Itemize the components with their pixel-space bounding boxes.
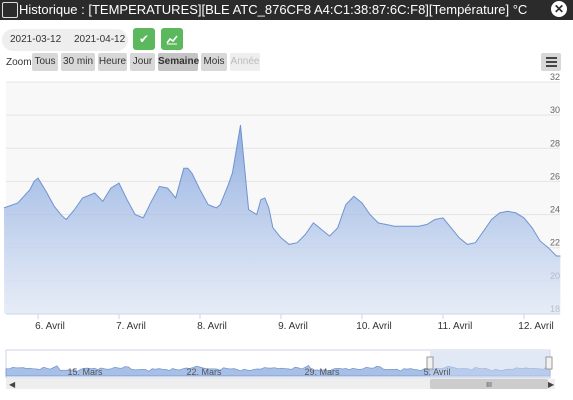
x-tick-label: 10. Avril [356,321,391,332]
series-area [4,125,561,314]
navigator-left-handle[interactable] [426,356,434,370]
zoom-month-button[interactable]: Mois [201,53,227,71]
scroll-left-icon[interactable]: ◀ [9,380,16,389]
date-range: 2021-03-12 2021-04-12 [2,29,128,51]
end-date-input[interactable]: 2021-04-12 [74,34,126,45]
y-tick-label: 28 [550,138,560,148]
scrollbar[interactable]: III ◀ ▶ [6,379,555,389]
zoom-hour-button[interactable]: Heure [98,53,127,71]
y-tick-label: 30 [550,105,560,115]
zoom-all-button[interactable]: Tous [32,53,58,71]
x-tick-label: 7. Avril [116,321,146,332]
scrollbar-thumb[interactable] [430,379,548,389]
x-tick-label: 12. Avril [518,321,553,332]
window-titlebar: Historique : [TEMPERATURES][BLE ATC_876C… [0,0,573,20]
validate-button[interactable]: ✔ [133,28,155,50]
y-tick-label: 32 [550,72,560,82]
navigator-selection[interactable] [430,351,550,378]
x-tick-label: 6. Avril [35,321,65,332]
window-title: Historique : [TEMPERATURES][BLE ATC_876C… [19,2,528,17]
zoom-day-button[interactable]: Jour [130,53,155,71]
navigator[interactable]: 15. Mars 22. Mars 29. Mars 5. Avril [5,349,553,379]
zoom-label: Zoom [6,57,32,68]
y-tick-label: 26 [550,171,560,181]
x-tick-label: 8. Avril [197,321,227,332]
navigator-label: 22. Mars [186,367,222,377]
zoom-week-button[interactable]: Semaine [158,53,199,71]
navigator-label: 15. Mars [67,367,103,377]
x-tick-label: 9. Avril [278,321,308,332]
close-icon[interactable]: ✕ [551,1,567,17]
zoom-year-button: Année [230,53,260,71]
y-tick-label: 22 [550,238,560,248]
chart-icon [166,35,178,45]
navigator-right-handle[interactable] [545,356,553,370]
navigator-label: 5. Avril [424,367,451,377]
chart-type-button[interactable] [161,28,183,50]
check-icon: ✔ [138,32,150,46]
scroll-right-icon[interactable]: ▶ [548,380,555,389]
chart-menu-button[interactable] [541,53,561,71]
zoom-30min-button[interactable]: 30 min [61,53,95,71]
scrollbar-grip-icon: III [486,382,492,389]
window-icon [2,2,18,18]
series-line [3,125,561,257]
y-tick-label: 24 [550,205,560,215]
start-date-input[interactable]: 2021-03-12 [10,34,62,45]
navigator-label: 29. Mars [304,367,340,377]
x-tick-label: 11. Avril [438,321,473,332]
